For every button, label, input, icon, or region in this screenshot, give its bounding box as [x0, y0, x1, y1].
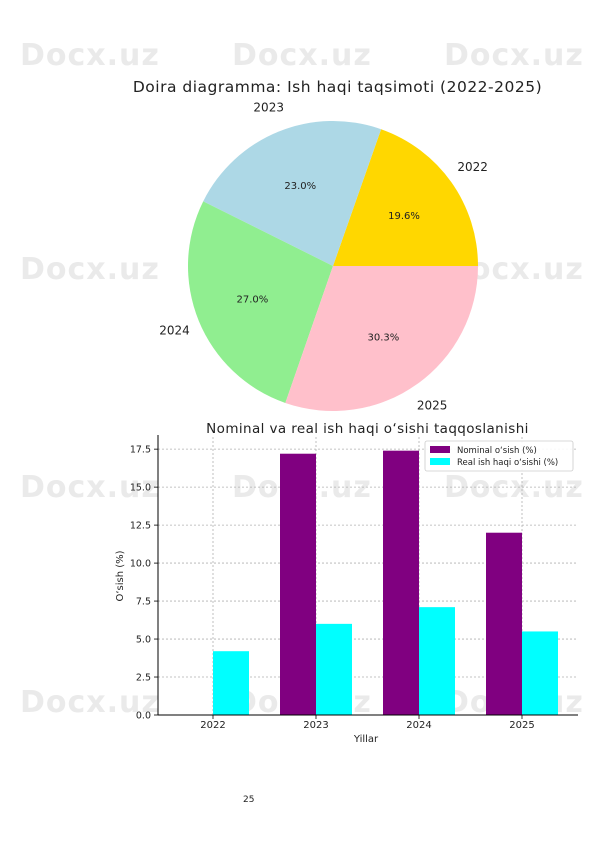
legend-swatch	[430, 446, 450, 453]
watermark: Docx.uz	[20, 470, 160, 505]
bar-nominal	[280, 453, 316, 715]
pie-category-label: 2024	[159, 324, 190, 338]
watermark: Docx.uz	[20, 685, 160, 720]
x-tick-label: 2023	[303, 720, 328, 731]
bar-real	[522, 631, 558, 715]
pie-slice	[285, 266, 478, 411]
y-tick-label: 5.0	[136, 635, 151, 646]
pie-chart: 2022 19.6% 2023 23.0% 2024 27.0% 2025 30.3%	[159, 100, 488, 412]
bar-real	[213, 651, 249, 715]
pie-percent-label: 30.3%	[368, 332, 400, 343]
y-tick-label: 17.5	[130, 445, 151, 456]
pie-slice	[203, 120, 382, 266]
pie-category-label: 2022	[457, 160, 488, 174]
pie-category-label: 2023	[253, 100, 284, 114]
y-tick-label: 2.5	[136, 673, 151, 684]
pie-percent-label: 27.0%	[237, 294, 269, 305]
watermark: Docx.uz	[20, 38, 160, 73]
bar-chart-title: Nominal va real ish haqi o‘sishi taqqosl…	[206, 421, 529, 437]
watermark: Docx.uz	[20, 252, 160, 287]
legend-label: Real ish haqi o‘sishi (%)	[457, 458, 558, 468]
page-number: 25	[243, 795, 255, 805]
pie-percent-label: 23.0%	[284, 181, 316, 192]
y-tick-label: 0.0	[136, 711, 151, 722]
pie-chart-title: Doira diagramma: Ish haqi taqsimoti (202…	[132, 78, 543, 96]
bar-nominal	[486, 532, 522, 715]
x-tick-label: 2024	[406, 720, 431, 731]
bar-real	[419, 607, 455, 715]
y-axis-label: O‘sish (%)	[115, 550, 126, 601]
y-tick-label: 12.5	[130, 521, 151, 532]
y-tick-label: 7.5	[136, 597, 151, 608]
y-tick-label: 10.0	[130, 559, 151, 570]
x-tick-label: 2025	[509, 720, 534, 731]
legend-swatch	[430, 458, 450, 465]
pie-slice	[333, 129, 478, 266]
bar-nominal	[383, 450, 419, 715]
watermark: Docx.uz	[444, 38, 584, 73]
pie-percent-label: 19.6%	[388, 211, 420, 222]
x-axis-label: Yillar	[353, 734, 379, 745]
x-tick-label: 2022	[200, 720, 225, 731]
pie-slice	[188, 201, 333, 403]
watermark: Docx.uz	[232, 38, 372, 73]
legend-label: Nominal o‘sish (%)	[457, 446, 537, 456]
pie-category-label: 2025	[417, 398, 448, 412]
bar-real	[316, 623, 352, 715]
legend-box	[424, 440, 574, 472]
y-tick-label: 15.0	[130, 483, 151, 494]
